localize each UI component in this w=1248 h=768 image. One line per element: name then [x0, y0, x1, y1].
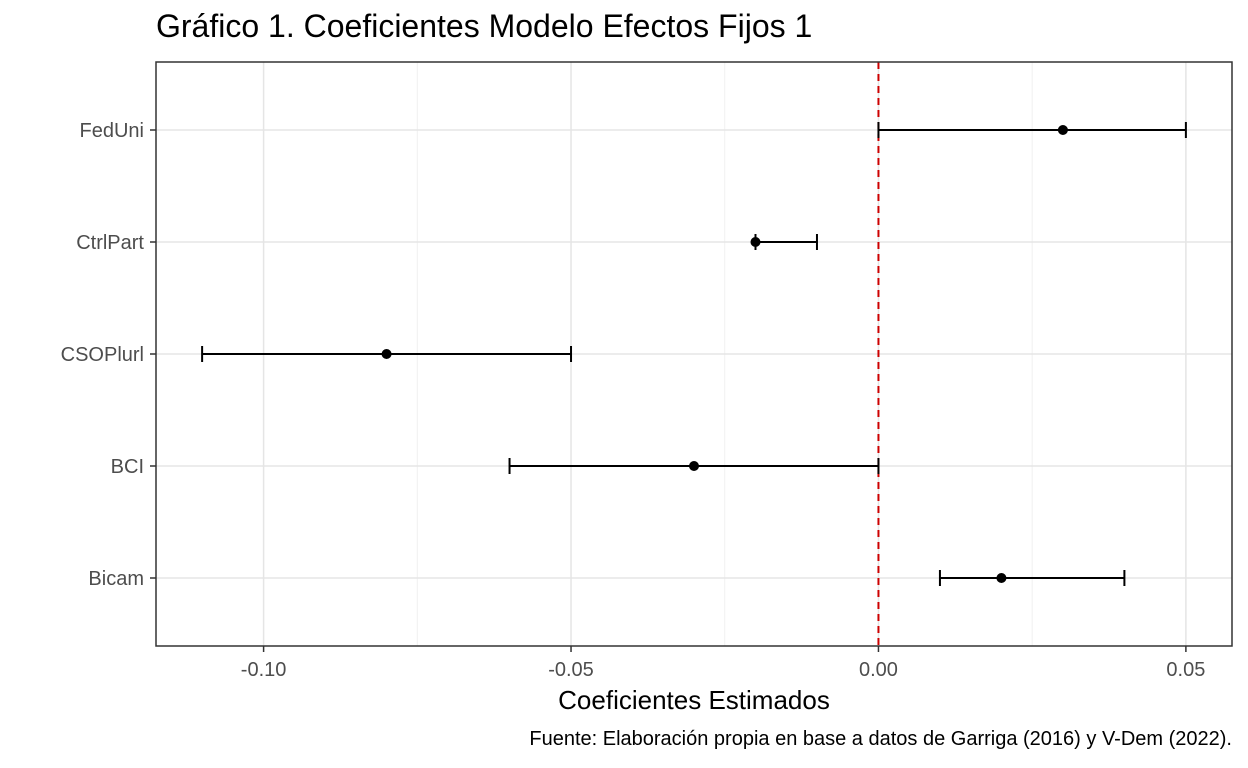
point-CtrlPart: [750, 237, 761, 247]
x-tick-label: -0.10: [241, 659, 287, 681]
marks-layer: [201, 122, 1187, 586]
y-tick-label: Bicam: [88, 568, 144, 590]
chart-title: Gráfico 1. Coeficientes Modelo Efectos F…: [156, 8, 813, 44]
x-tick-label: 0.00: [859, 659, 898, 681]
y-tick-label: CtrlPart: [76, 232, 144, 254]
point-CSOPlurl: [381, 349, 392, 359]
point-BCI: [689, 461, 699, 471]
axis-layer: FedUni CtrlPart CSOPlurl BCI Bicam -0.10 -0.05…: [61, 120, 1206, 681]
x-tick-label: -0.05: [548, 659, 594, 681]
y-tick-label: BCI: [111, 456, 144, 478]
point-Bicam: [996, 573, 1007, 583]
y-tick-label: CSOPlurl: [61, 344, 144, 366]
caption: Fuente: Elaboración propia en base a dat…: [529, 728, 1232, 750]
point-FedUni: [1057, 125, 1068, 135]
x-axis-title: Coeficientes Estimados: [558, 685, 830, 715]
y-tick-label: FedUni: [80, 120, 144, 142]
x-tick-label: 0.05: [1166, 659, 1205, 681]
